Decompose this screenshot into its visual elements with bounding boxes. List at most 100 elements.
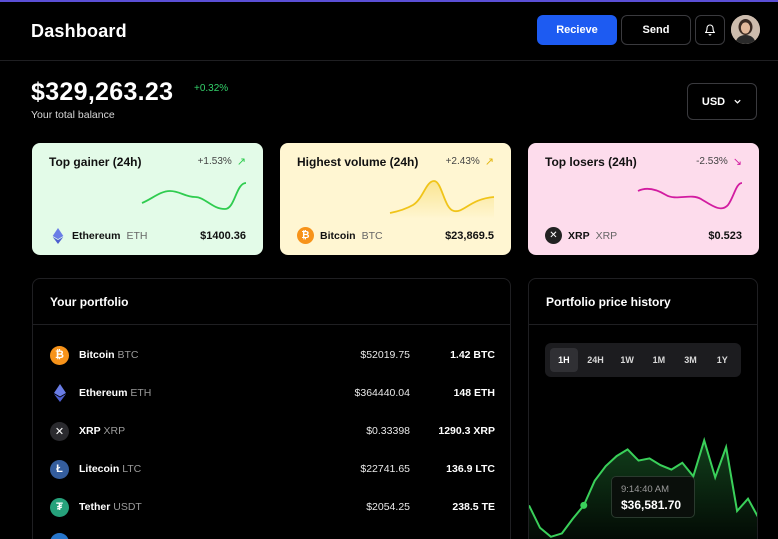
coin-name: Bitcoin	[320, 229, 356, 242]
divider	[33, 324, 510, 325]
avatar[interactable]	[731, 15, 760, 44]
arrow-up-right-icon: ↗	[484, 156, 494, 168]
litecoin-icon: Ł	[50, 459, 69, 479]
portfolio-row[interactable]: ₮ Tether USDT $2054.25 238.5 TE	[50, 495, 495, 519]
total-balance: $329,263.23	[31, 78, 174, 106]
card-change: +1.53% ↗	[198, 155, 246, 168]
row-coin: ₮ Tether USDT	[50, 497, 280, 517]
tether-icon: ₮	[50, 497, 69, 517]
bitcoin-icon: ₿	[297, 227, 314, 244]
portfolio-row[interactable]: ✕ XRP XRP $0.33398 1290.3 XRP	[50, 419, 495, 443]
card-change: -2.53% ↘	[696, 155, 742, 168]
card-change-value: +2.43%	[445, 156, 480, 167]
card-value: $23,869.5	[445, 230, 494, 242]
ethereum-icon	[50, 384, 69, 403]
card-change-value: -2.53%	[696, 156, 728, 167]
bitcoin-icon: ₿	[50, 345, 69, 365]
arrow-down-right-icon: ↘	[732, 156, 742, 168]
balance-change: +0.32%	[194, 83, 229, 94]
price-history-panel: Portfolio price history 1H 24H 1W 1M 3M …	[528, 278, 758, 539]
card-coin: ₿ Bitcoin BTC	[297, 227, 383, 244]
range-1m[interactable]: 1M	[652, 355, 666, 365]
coin-price: $0.33398	[366, 425, 410, 437]
portfolio-title: Your portfolio	[50, 295, 129, 309]
xrp-icon: ✕	[545, 227, 562, 244]
portfolio-row[interactable]: ₿ Bitcoin BTC $52019.75 1.42 BTC	[50, 343, 495, 367]
coin-symbol: ETH	[130, 387, 152, 399]
coin-name: Ethereum	[79, 387, 128, 399]
highest-volume-card[interactable]: Highest volume (24h) +2.43% ↗ ₿ Bitcoin …	[280, 143, 511, 255]
send-button[interactable]: Send	[621, 15, 691, 45]
coin-name: Litecoin	[79, 463, 120, 475]
page-title: Dashboard	[31, 21, 127, 41]
card-title: Top gainer (24h)	[49, 155, 142, 169]
balance-label: Your total balance	[31, 109, 115, 121]
time-range-selector: 1H 24H 1W 1M 3M 1Y	[545, 343, 741, 377]
portfolio-row[interactable]: Ł Litecoin LTC $22741.65 136.9 LTC	[50, 457, 495, 481]
row-coin: ✕ XRP XRP	[50, 421, 280, 441]
card-change: +2.43% ↗	[446, 155, 494, 168]
arrow-up-right-icon: ↗	[236, 156, 246, 168]
user-avatar-icon	[731, 15, 760, 44]
top-losers-card[interactable]: Top losers (24h) -2.53% ↘ ✕ XRP XRP $0.5…	[528, 143, 759, 255]
receive-button[interactable]: Recieve	[537, 15, 617, 45]
ethereum-icon	[49, 227, 66, 244]
sparkline	[637, 182, 743, 210]
notifications-button[interactable]	[695, 15, 725, 45]
coin-symbol: ETH	[126, 229, 148, 242]
coin-price: $2054.25	[366, 501, 410, 513]
chart-tooltip: 9:14:40 AM $36,581.70	[611, 476, 695, 518]
card-value: $1400.36	[200, 230, 246, 242]
price-history-title: Portfolio price history	[546, 295, 671, 309]
coin-name: XRP	[568, 229, 590, 242]
row-coin: Ethereum ETH	[50, 384, 280, 403]
chevron-down-icon	[734, 99, 741, 104]
range-1h[interactable]: 1H	[550, 348, 578, 372]
sparkline	[141, 182, 247, 210]
chart-point-marker	[580, 501, 588, 509]
coin-symbol: XRP	[595, 229, 618, 242]
card-change-value: +1.53%	[197, 156, 232, 167]
currency-value: USD	[701, 95, 726, 108]
portfolio-row[interactable]: Ethereum ETH $364440.04 148 ETH	[50, 381, 495, 405]
coin-price: $22741.65	[360, 463, 410, 475]
range-1w[interactable]: 1W	[620, 355, 634, 365]
portfolio-panel: Your portfolio ₿ Bitcoin BTC $52019.75 1…	[32, 278, 511, 539]
range-1y[interactable]: 1Y	[716, 355, 728, 365]
divider	[529, 324, 757, 325]
card-value: $0.523	[708, 230, 742, 242]
xrp-icon: ✕	[50, 421, 69, 441]
card-title: Top losers (24h)	[545, 155, 637, 169]
top-gainer-card[interactable]: Top gainer (24h) +1.53% ↗ Ethereum ETH $…	[32, 143, 263, 255]
currency-select[interactable]: USD	[687, 83, 757, 120]
coin-name: Ethereum	[72, 229, 121, 242]
coin-price: $364440.04	[354, 387, 410, 399]
usd-coin-icon	[50, 533, 69, 539]
tooltip-time: 9:14:40 AM	[621, 484, 670, 495]
tooltip-value: $36,581.70	[621, 498, 682, 512]
coin-symbol: USDT	[113, 501, 142, 513]
card-coin: ✕ XRP XRP	[545, 227, 617, 244]
chart-line	[529, 436, 757, 538]
sparkline	[389, 180, 495, 219]
coin-symbol: LTC	[122, 463, 142, 475]
range-24h[interactable]: 24H	[587, 355, 604, 365]
coin-price: $52019.75	[360, 349, 410, 361]
coin-amount: 148 ETH	[453, 387, 495, 399]
range-3m[interactable]: 3M	[684, 355, 697, 365]
card-title: Highest volume (24h)	[297, 155, 419, 169]
row-coin: Ł Litecoin LTC	[50, 459, 280, 479]
coin-name: XRP	[79, 425, 101, 437]
bell-icon	[704, 24, 716, 36]
coin-amount: 1290.3 XRP	[438, 425, 495, 437]
card-coin: Ethereum ETH	[49, 227, 147, 244]
coin-symbol: BTC	[361, 229, 383, 242]
coin-symbol: BTC	[117, 349, 139, 361]
top-accent-line	[0, 0, 778, 2]
header: Dashboard Recieve Send	[0, 2, 778, 61]
coin-amount: 238.5 TE	[452, 501, 495, 513]
coin-name: Tether	[79, 501, 111, 513]
coin-symbol: XRP	[103, 425, 126, 437]
coin-amount: 136.9 LTC	[446, 463, 495, 475]
coin-amount: 1.42 BTC	[450, 349, 495, 361]
